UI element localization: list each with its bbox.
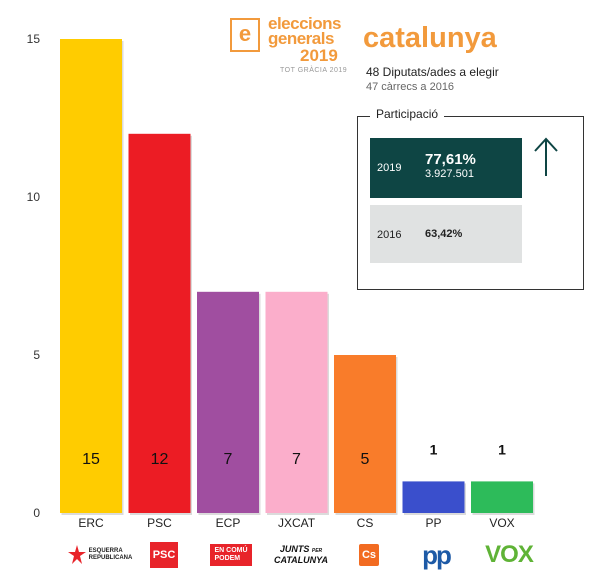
cs-logo-text: Cs: [358, 544, 380, 566]
bar-erc: [60, 39, 122, 513]
bar-value-label: 1: [498, 441, 506, 457]
bar-pp: [402, 481, 465, 513]
bar-jxcat: [265, 291, 328, 513]
participation-row-2016: 2016 63,42%: [370, 205, 522, 263]
participation-row-2019: 2019 77,61% 3.927.501: [370, 138, 522, 198]
erc-logo-text: ESQUERRA: [88, 548, 123, 554]
erc-logo: ESQUERRA REPUBLICANA: [62, 538, 138, 572]
x-tick-label: VOX: [489, 516, 514, 530]
erc-logo-text: REPUBLICANA: [88, 555, 133, 561]
bar-value-label: 12: [151, 451, 169, 468]
participation-percent: 77,61%: [425, 151, 476, 168]
jxcat-logo-text: CATALUNYA: [274, 555, 328, 565]
y-tick-label: 15: [27, 32, 41, 46]
bar-value-label: 5: [361, 451, 370, 468]
seats-to-elect: 48 Diputats/ades a elegir: [366, 65, 499, 79]
y-tick-label: 0: [33, 506, 40, 520]
y-tick-label: 5: [33, 348, 40, 362]
bar-vox: [471, 481, 533, 513]
jxcat-logo: JUNTS PER CATALUNYA: [274, 538, 328, 572]
x-tick-label: PP: [425, 516, 441, 530]
vox-logo-text: VOX: [485, 541, 534, 568]
x-tick-label: PSC: [147, 516, 172, 530]
participation-year: 2019: [377, 162, 402, 174]
bar-psc: [128, 133, 191, 514]
pp-logo-text: pp: [422, 539, 452, 570]
ecp-logo-text: PODEM: [214, 555, 241, 562]
vox-logo: VOX: [482, 538, 536, 572]
x-tick-label: ERC: [78, 516, 104, 530]
brand-year: 2019: [300, 46, 338, 65]
participation-votes: 3.927.501: [425, 168, 474, 180]
ecp-logo: EN COMÚ PODEM: [203, 538, 259, 572]
arrow-up-icon: [534, 137, 558, 176]
cs-logo: Cs: [357, 538, 381, 572]
brand-title-line1: eleccions: [268, 14, 342, 33]
jxcat-logo-text: JUNTS: [279, 544, 310, 554]
bar-value-label: 7: [224, 451, 233, 468]
bar-value-label: 15: [82, 451, 100, 468]
x-tick-label: ECP: [216, 516, 241, 530]
bar-value-label: 7: [292, 451, 301, 468]
participation-title: Participació: [370, 107, 445, 121]
brand-header: e eleccions generals 2019 TOT GRÀCIA 201…: [230, 14, 520, 96]
participation-percent: 63,42%: [425, 228, 463, 240]
psc-logo: PSC: [149, 538, 179, 572]
x-tick-label: JXCAT: [278, 516, 316, 530]
brand-title: eleccions generals: [268, 14, 342, 48]
psc-logo-text: PSC: [149, 542, 179, 568]
ecp-logo-text: EN COMÚ: [214, 547, 248, 554]
participation-panel: [357, 116, 584, 290]
participation-year: 2016: [377, 229, 402, 241]
bar-ecp: [197, 291, 259, 513]
brand-title-line2: generals: [268, 29, 334, 48]
pp-logo: pp: [413, 538, 459, 572]
jxcat-logo-text: PER: [311, 548, 323, 554]
region-title: catalunya: [363, 22, 497, 54]
seats-previous: 47 càrrecs a 2016: [366, 81, 455, 93]
y-tick-label: 10: [27, 190, 41, 204]
brand-logo-mark: e: [230, 18, 260, 52]
bar-value-label: 1: [430, 441, 438, 457]
brand-tagline: TOT GRÀCIA 2019: [280, 67, 348, 74]
erc-star-icon: [67, 545, 86, 564]
x-tick-label: CS: [357, 516, 374, 530]
bar-cs: [334, 355, 396, 513]
